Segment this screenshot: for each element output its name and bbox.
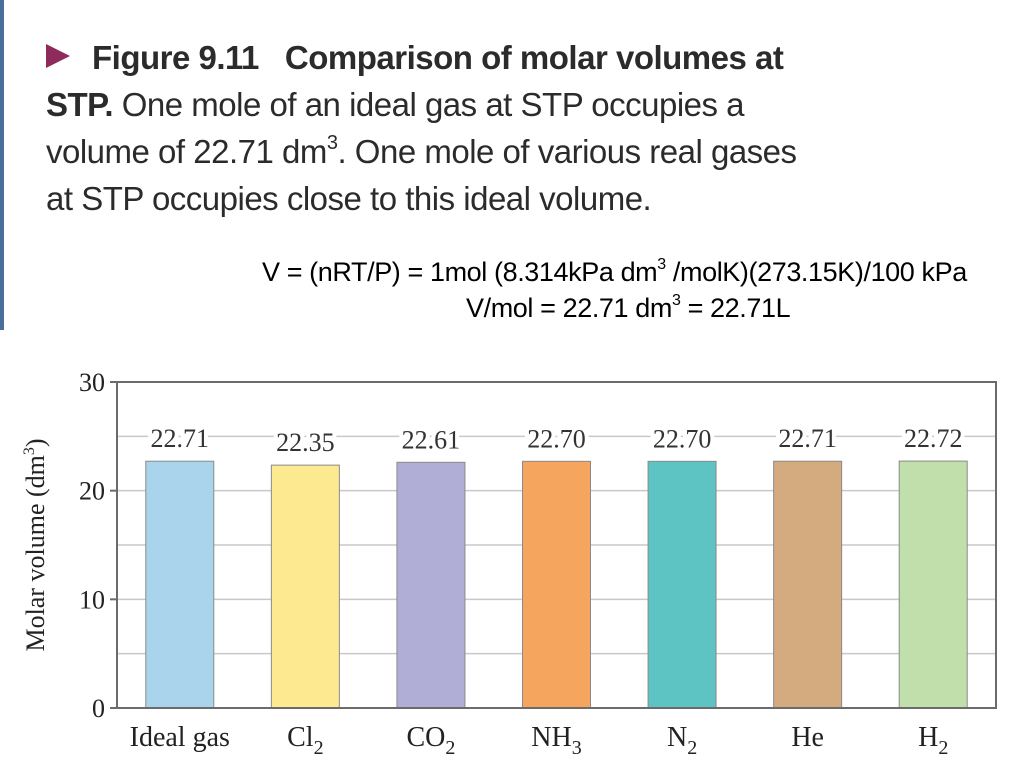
- molar-volume-bar-chart: 22.71 22.35 22.61 22.70 22.70 22.71 22.72 0 10 2…: [21, 368, 997, 759]
- plot-frame: [116, 381, 997, 709]
- x-tick-label: He: [791, 722, 824, 753]
- formula-line-2: V/mol = 22.71 dm3 = 22.71L: [466, 292, 791, 324]
- bar-value-label: 22.61: [402, 425, 461, 454]
- left-edge-line: [0, 0, 4, 330]
- x-tick-label: N2: [667, 722, 697, 759]
- bar: [145, 460, 215, 709]
- bar-value-label: 22.70: [527, 424, 586, 453]
- x-tick-label: NH3: [531, 722, 581, 759]
- bars: [145, 460, 968, 709]
- value-labels: 22.71 22.35 22.61 22.70 22.70 22.71 22.72: [147, 420, 967, 461]
- caption-body-1: One mole of an ideal gas at STP occupies…: [46, 86, 745, 170]
- y-tick-labels: 0 10 20 30: [79, 368, 117, 723]
- y-tick-label: 10: [79, 585, 105, 614]
- caption-body-2: . One mole of various real gases at STP …: [46, 133, 797, 217]
- x-tick-label: H2: [918, 722, 948, 759]
- bar: [647, 460, 717, 709]
- bar: [522, 460, 591, 709]
- y-tick-label: 20: [79, 477, 105, 506]
- bar-value-label: 22.72: [904, 424, 963, 453]
- caption-arrow-icon: [46, 44, 70, 68]
- x-tick-label: Ideal gas: [130, 722, 230, 753]
- x-tick-labels: Ideal gas Cl2 CO2 NH3 N2 He H2: [130, 722, 949, 759]
- y-tick-label: 0: [92, 694, 105, 723]
- bar-value-label: 22.35: [276, 428, 335, 457]
- figure-caption: Figure 9.11 Comparison of molar volumes a…: [46, 34, 806, 222]
- bar: [270, 464, 340, 709]
- x-tick-label: CO2: [406, 722, 455, 759]
- y-tick-label: 30: [79, 368, 105, 397]
- x-tick-label: Cl2: [287, 722, 323, 759]
- bar: [773, 460, 843, 709]
- figure-title: Comparison of molar volumes at STP.: [46, 39, 784, 123]
- figure-label: Figure 9.11: [92, 39, 259, 76]
- bar-value-label: 22.70: [653, 424, 712, 453]
- bar-value-label: 22.71: [151, 424, 210, 453]
- bar-value-label: 22.71: [778, 424, 837, 453]
- y-axis-label: Molar volume (dm3): [21, 438, 50, 651]
- bar: [898, 460, 968, 709]
- formula-line-1: V = (nRT/P) = 1mol (8.314kPa dm3 /molK)(…: [262, 256, 967, 288]
- caption-body-sup: 3: [326, 132, 338, 154]
- bar: [396, 461, 466, 709]
